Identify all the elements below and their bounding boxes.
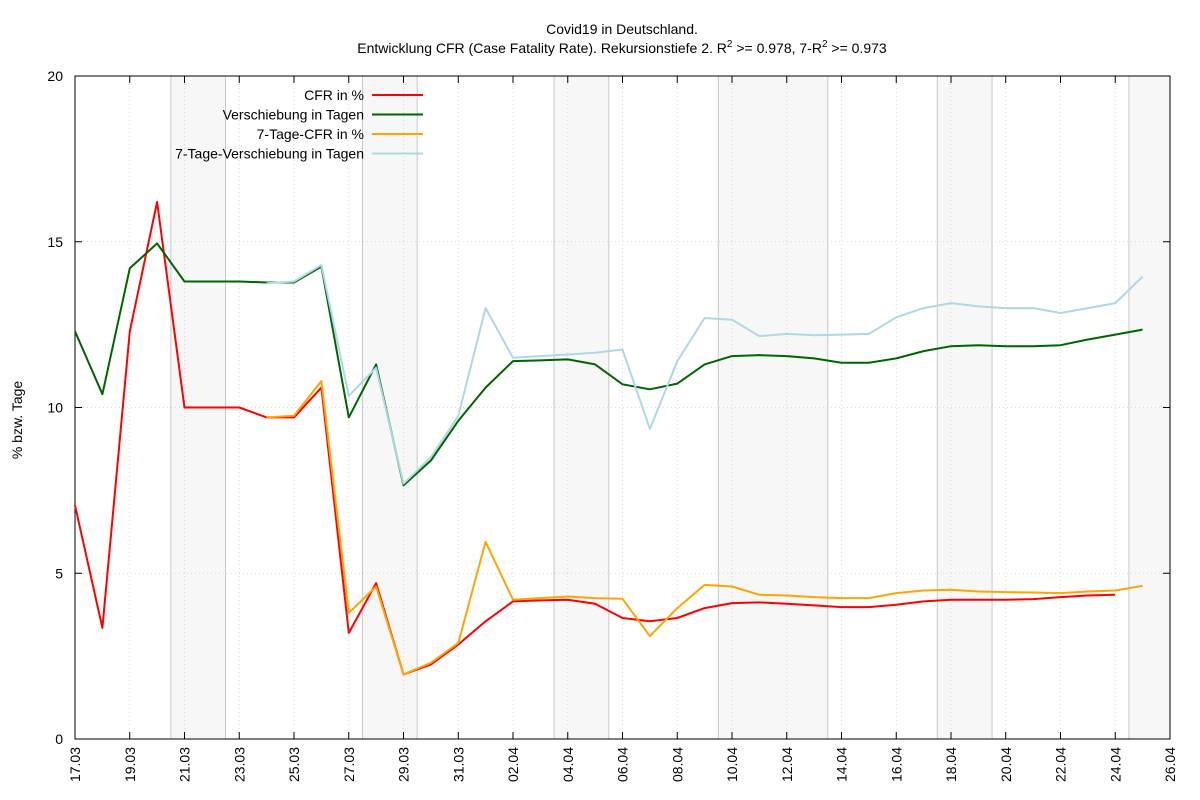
series-line xyxy=(74,242,1143,487)
weekend-band xyxy=(362,76,418,739)
x-tick-label: 29.03 xyxy=(396,747,412,782)
y-tick-label: 15 xyxy=(47,234,63,250)
x-tick-label: 24.04 xyxy=(1107,747,1123,782)
y-tick-label: 0 xyxy=(55,731,63,747)
legend-label: 7-Tage-CFR in % xyxy=(257,126,364,142)
weekend-band xyxy=(718,76,828,739)
x-tick-label: 17.03 xyxy=(67,747,83,782)
axis-ticks: 0 5 10 15 20 17.03 19.03 21.03 23.03 25.03 27.03 29… xyxy=(47,68,1178,782)
series-lines xyxy=(74,201,1144,676)
weekend-band xyxy=(937,76,993,739)
x-tick-label: 23.03 xyxy=(231,747,247,782)
chart-title: Covid19 in Deutschland. xyxy=(546,21,698,37)
series-line xyxy=(266,264,1144,485)
x-tick-label: 06.04 xyxy=(615,747,631,782)
x-tick-label: 14.04 xyxy=(834,747,850,782)
x-tick-label: 18.04 xyxy=(943,747,959,782)
x-tick-label: 27.03 xyxy=(341,747,357,782)
x-tick-label: 08.04 xyxy=(669,747,685,782)
series-line xyxy=(74,201,1116,676)
x-tick-label: 22.04 xyxy=(1053,747,1069,782)
x-tick-label: 02.04 xyxy=(505,747,521,782)
x-tick-label: 04.04 xyxy=(560,747,576,782)
y-tick-label: 5 xyxy=(55,565,63,581)
chart-subtitle: Entwicklung CFR (Case Fatality Rate). Re… xyxy=(357,39,887,56)
weekend-band xyxy=(554,76,609,739)
x-tick-label: 10.04 xyxy=(724,747,740,782)
x-tick-label: 20.04 xyxy=(998,747,1014,782)
subtitle-sup1: 2 xyxy=(727,39,733,50)
y-axis-label: % bzw. Tage xyxy=(9,381,25,460)
legend-label: CFR in % xyxy=(304,87,364,103)
y-tick-label: 20 xyxy=(47,68,63,84)
y-tick-label: 10 xyxy=(47,400,63,416)
subtitle-sup2: 2 xyxy=(822,39,828,50)
grid-lines xyxy=(75,76,1170,739)
x-tick-label: 31.03 xyxy=(450,747,466,782)
x-tick-label: 16.04 xyxy=(888,747,904,782)
legend-label: Verschiebung in Tagen xyxy=(223,107,364,123)
x-tick-label: 19.03 xyxy=(122,747,138,782)
subtitle-middle: >= 0.978, 7-R xyxy=(732,40,822,56)
legend-label: 7-Tage-Verschiebung in Tagen xyxy=(175,146,364,162)
legend: 7-Tage-Verschiebung in Tagen 7-Tage-CFR i… xyxy=(175,87,423,162)
subtitle-prefix: Entwicklung CFR (Case Fatality Rate). Re… xyxy=(357,40,727,56)
x-tick-label: 21.03 xyxy=(177,747,193,782)
x-tick-label: 26.04 xyxy=(1162,747,1178,782)
series-line xyxy=(266,380,1143,676)
x-tick-label: 12.04 xyxy=(779,747,795,782)
x-tick-label: 25.03 xyxy=(286,747,302,782)
subtitle-suffix: >= 0.973 xyxy=(828,40,887,56)
